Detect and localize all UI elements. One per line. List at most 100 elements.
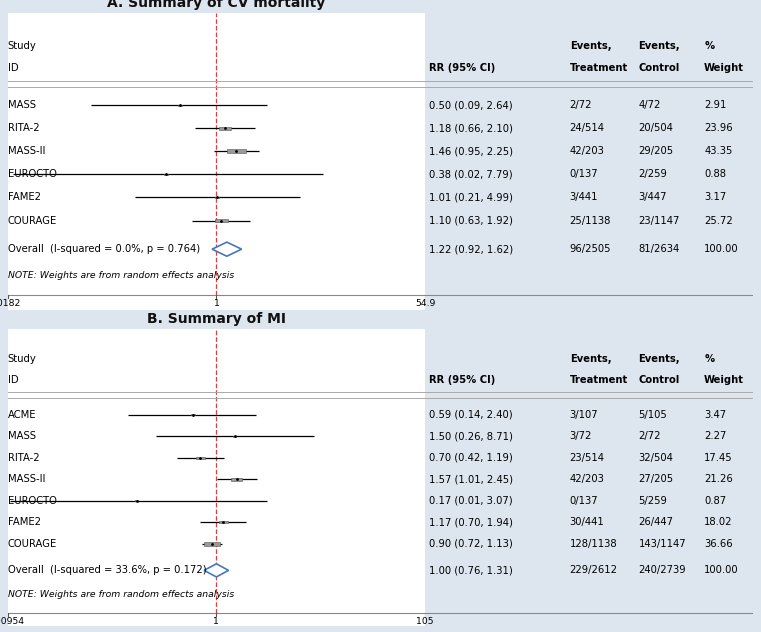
Text: 1.17 (0.70, 1.94): 1.17 (0.70, 1.94) <box>428 517 512 527</box>
Text: 3/447: 3/447 <box>638 193 667 202</box>
Text: 32/504: 32/504 <box>638 453 673 463</box>
Text: 29/205: 29/205 <box>638 146 673 156</box>
Text: ACME: ACME <box>8 410 36 420</box>
FancyBboxPatch shape <box>219 127 231 130</box>
Text: 0.90 (0.72, 1.13): 0.90 (0.72, 1.13) <box>428 538 512 549</box>
Text: 2/72: 2/72 <box>638 431 661 441</box>
Text: 24/514: 24/514 <box>570 123 605 133</box>
FancyBboxPatch shape <box>215 197 219 198</box>
Text: NOTE: Weights are from random effects analysis: NOTE: Weights are from random effects an… <box>8 590 234 599</box>
Text: 100.00: 100.00 <box>704 244 739 254</box>
Text: RR (95% CI): RR (95% CI) <box>428 375 495 385</box>
Text: 1.10 (0.63, 1.92): 1.10 (0.63, 1.92) <box>428 216 512 226</box>
Text: Events,: Events, <box>638 355 680 365</box>
Text: 25.72: 25.72 <box>704 216 733 226</box>
Text: 0.50 (0.09, 2.64): 0.50 (0.09, 2.64) <box>428 100 512 110</box>
Text: Overall  (I-squared = 0.0%, p = 0.764): Overall (I-squared = 0.0%, p = 0.764) <box>8 244 199 254</box>
Polygon shape <box>204 564 228 577</box>
Text: 105: 105 <box>416 617 434 626</box>
Text: 3/107: 3/107 <box>570 410 598 420</box>
Text: 1.50 (0.26, 8.71): 1.50 (0.26, 8.71) <box>428 431 512 441</box>
Text: NOTE: Weights are from random effects analysis: NOTE: Weights are from random effects an… <box>8 271 234 280</box>
Text: 0.17 (0.01, 3.07): 0.17 (0.01, 3.07) <box>428 495 512 506</box>
Text: 27/205: 27/205 <box>638 474 673 484</box>
Text: .0182: .0182 <box>0 300 21 308</box>
Text: 5/105: 5/105 <box>638 410 667 420</box>
Text: 1.18 (0.66, 2.10): 1.18 (0.66, 2.10) <box>428 123 512 133</box>
Text: Control: Control <box>638 63 680 73</box>
FancyBboxPatch shape <box>233 435 237 437</box>
Text: ID: ID <box>8 63 18 73</box>
Text: 23/514: 23/514 <box>570 453 605 463</box>
Text: Weight: Weight <box>704 375 744 385</box>
Text: 1: 1 <box>214 300 219 308</box>
Text: 23/1147: 23/1147 <box>638 216 680 226</box>
Text: 36.66: 36.66 <box>704 538 733 549</box>
Text: Study: Study <box>8 355 37 365</box>
Text: MASS: MASS <box>8 100 36 110</box>
FancyBboxPatch shape <box>178 104 183 106</box>
Text: EUROCTO: EUROCTO <box>8 169 56 179</box>
FancyBboxPatch shape <box>196 456 205 459</box>
FancyBboxPatch shape <box>218 521 228 523</box>
Text: 2.91: 2.91 <box>704 100 727 110</box>
Text: COURAGE: COURAGE <box>8 216 57 226</box>
Title: B. Summary of MI: B. Summary of MI <box>147 312 286 326</box>
Text: 26/447: 26/447 <box>638 517 673 527</box>
Text: 1.00 (0.76, 1.31): 1.00 (0.76, 1.31) <box>428 566 512 575</box>
Text: 0.87: 0.87 <box>704 495 726 506</box>
FancyBboxPatch shape <box>204 542 220 546</box>
Text: 3.47: 3.47 <box>704 410 726 420</box>
Text: COURAGE: COURAGE <box>8 538 57 549</box>
Text: 23.96: 23.96 <box>704 123 733 133</box>
Text: 3.17: 3.17 <box>704 193 727 202</box>
FancyBboxPatch shape <box>227 149 246 154</box>
Text: Overall  (I-squared = 33.6%, p = 0.172): Overall (I-squared = 33.6%, p = 0.172) <box>8 566 206 575</box>
Text: 4/72: 4/72 <box>638 100 661 110</box>
Text: 0.88: 0.88 <box>704 169 726 179</box>
Text: 21.26: 21.26 <box>704 474 733 484</box>
Text: FAME2: FAME2 <box>8 193 40 202</box>
Text: 30/441: 30/441 <box>570 517 604 527</box>
Text: 0/137: 0/137 <box>570 169 598 179</box>
Text: 3/441: 3/441 <box>570 193 598 202</box>
Text: 81/2634: 81/2634 <box>638 244 680 254</box>
Text: 0.70 (0.42, 1.19): 0.70 (0.42, 1.19) <box>428 453 512 463</box>
Text: 1.57 (1.01, 2.45): 1.57 (1.01, 2.45) <box>428 474 512 484</box>
FancyBboxPatch shape <box>164 174 167 175</box>
Text: 17.45: 17.45 <box>704 453 733 463</box>
Text: 0.38 (0.02, 7.79): 0.38 (0.02, 7.79) <box>428 169 512 179</box>
Text: 43.35: 43.35 <box>704 146 733 156</box>
Title: A. Summary of CV mortality: A. Summary of CV mortality <box>107 0 326 10</box>
Text: 1: 1 <box>213 617 219 626</box>
Text: 2.27: 2.27 <box>704 431 727 441</box>
Text: Control: Control <box>638 375 680 385</box>
FancyBboxPatch shape <box>191 414 195 415</box>
Text: 5/259: 5/259 <box>638 495 667 506</box>
Text: 2/259: 2/259 <box>638 169 667 179</box>
Text: MASS-II: MASS-II <box>8 146 45 156</box>
Text: 128/1138: 128/1138 <box>570 538 617 549</box>
FancyBboxPatch shape <box>215 219 228 222</box>
Text: Treatment: Treatment <box>570 63 628 73</box>
Text: RITA-2: RITA-2 <box>8 123 40 133</box>
Text: 42/203: 42/203 <box>570 474 604 484</box>
Text: Events,: Events, <box>570 40 611 51</box>
Text: ID: ID <box>8 375 18 385</box>
Text: 2/72: 2/72 <box>570 100 592 110</box>
Text: 25/1138: 25/1138 <box>570 216 611 226</box>
Text: MASS-II: MASS-II <box>8 474 45 484</box>
Text: 0.59 (0.14, 2.40): 0.59 (0.14, 2.40) <box>428 410 512 420</box>
Text: %: % <box>704 355 715 365</box>
Text: 42/203: 42/203 <box>570 146 604 156</box>
Text: 20/504: 20/504 <box>638 123 673 133</box>
Text: MASS: MASS <box>8 431 36 441</box>
Text: 1.46 (0.95, 2.25): 1.46 (0.95, 2.25) <box>428 146 512 156</box>
Text: .00954: .00954 <box>0 617 24 626</box>
Text: RITA-2: RITA-2 <box>8 453 40 463</box>
Text: %: % <box>704 40 715 51</box>
Text: Study: Study <box>8 40 37 51</box>
Polygon shape <box>212 242 241 256</box>
Text: 143/1147: 143/1147 <box>638 538 686 549</box>
Text: 1.22 (0.92, 1.62): 1.22 (0.92, 1.62) <box>428 244 513 254</box>
